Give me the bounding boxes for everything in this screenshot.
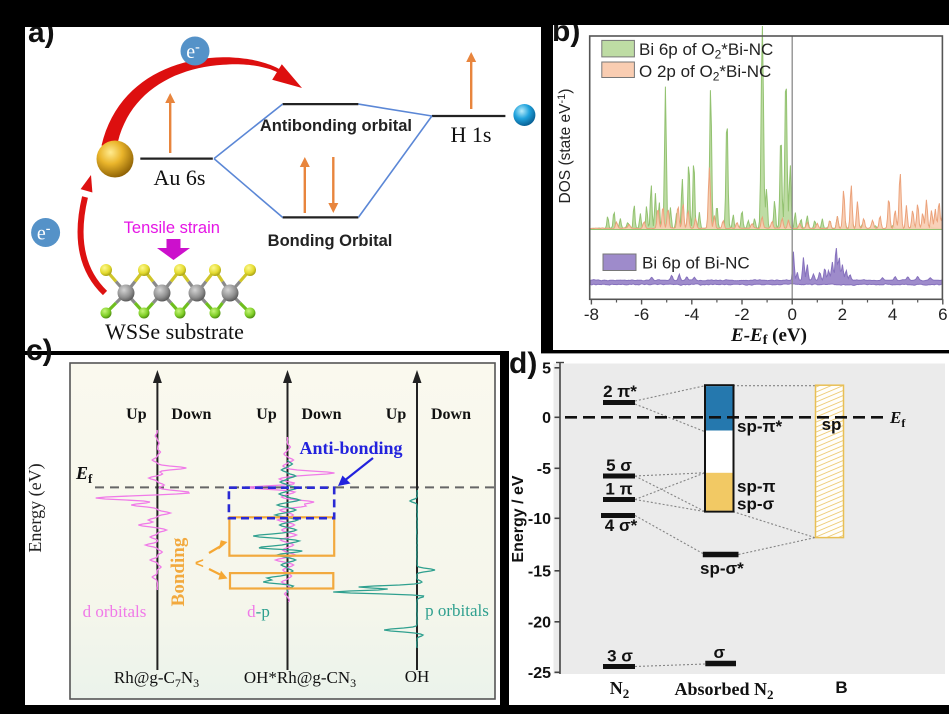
- svg-text:Energy (eV): Energy (eV): [25, 463, 46, 552]
- svg-text:Rh@g-C7N3: Rh@g-C7N3: [114, 668, 199, 690]
- svg-text:Up: Up: [126, 406, 147, 423]
- svg-text:sp-π: sp-π: [737, 477, 776, 496]
- svg-text:-5: -5: [537, 461, 551, 478]
- svg-text:E-Ef (eV): E-Ef (eV): [730, 325, 807, 348]
- svg-text:-4: -4: [684, 305, 699, 324]
- svg-text:Au 6s: Au 6s: [154, 165, 206, 190]
- svg-text:4: 4: [888, 305, 897, 324]
- svg-text:0: 0: [542, 410, 551, 427]
- svg-text:Tensile strain: Tensile strain: [124, 219, 220, 237]
- svg-text:Bi 6p of O2*Bi-NC: Bi 6p of O2*Bi-NC: [639, 40, 773, 62]
- svg-text:O 2p of O2*Bi-NC: O 2p of O2*Bi-NC: [639, 62, 771, 84]
- svg-text:Bi 6p of Bi-NC: Bi 6p of Bi-NC: [642, 254, 750, 273]
- svg-text:Bonding: Bonding: [168, 537, 189, 606]
- svg-text:Down: Down: [171, 406, 211, 423]
- svg-text:4 σ*: 4 σ*: [605, 516, 638, 535]
- svg-text:sp-σ: sp-σ: [737, 495, 775, 514]
- svg-text:Absorbed N2: Absorbed N2: [674, 679, 773, 702]
- svg-text:6: 6: [938, 305, 947, 324]
- svg-text:H 1s: H 1s: [451, 122, 492, 147]
- svg-text:-15: -15: [528, 563, 551, 580]
- svg-text:OH*Rh@g-CN3: OH*Rh@g-CN3: [244, 668, 356, 690]
- svg-text:p orbitals: p orbitals: [425, 601, 489, 620]
- svg-text:WSSe substrate: WSSe substrate: [105, 319, 244, 344]
- svg-text:Up: Up: [386, 406, 407, 423]
- svg-text:-6: -6: [634, 305, 649, 324]
- svg-text:2 π*: 2 π*: [603, 382, 637, 401]
- svg-text:5 σ: 5 σ: [606, 456, 632, 475]
- svg-text:Down: Down: [301, 406, 341, 423]
- svg-text:N2: N2: [610, 678, 630, 701]
- svg-text:OH: OH: [405, 667, 430, 686]
- svg-text:3 σ: 3 σ: [607, 647, 633, 666]
- svg-text:-8: -8: [584, 305, 599, 324]
- svg-text:B: B: [835, 678, 847, 697]
- svg-text:-2: -2: [734, 305, 749, 324]
- svg-text:Anti-bonding: Anti-bonding: [299, 438, 402, 458]
- svg-text:sp: sp: [822, 415, 842, 434]
- svg-text:1 π: 1 π: [605, 480, 632, 499]
- svg-text:-25: -25: [528, 665, 551, 682]
- svg-text:<: <: [195, 555, 204, 572]
- svg-text:-20: -20: [528, 614, 551, 631]
- svg-text:DOS (state eV-1): DOS (state eV-1): [556, 89, 574, 204]
- svg-text:sp-π*: sp-π*: [737, 417, 783, 436]
- svg-text:2: 2: [838, 305, 847, 324]
- svg-text:Bonding Orbital: Bonding Orbital: [268, 232, 393, 250]
- svg-text:0: 0: [787, 305, 796, 324]
- svg-text:Down: Down: [431, 406, 471, 423]
- svg-text:σ: σ: [713, 643, 725, 662]
- svg-text:5: 5: [542, 360, 551, 377]
- svg-text:sp-σ*: sp-σ*: [700, 559, 744, 578]
- svg-text:-10: -10: [528, 511, 551, 528]
- svg-text:Up: Up: [256, 406, 277, 423]
- svg-text:d-p: d-p: [247, 602, 270, 621]
- svg-text:Energy / eV: Energy / eV: [510, 475, 527, 562]
- svg-text:d orbitals: d orbitals: [83, 602, 147, 621]
- svg-text:Antibonding orbital: Antibonding orbital: [260, 117, 412, 135]
